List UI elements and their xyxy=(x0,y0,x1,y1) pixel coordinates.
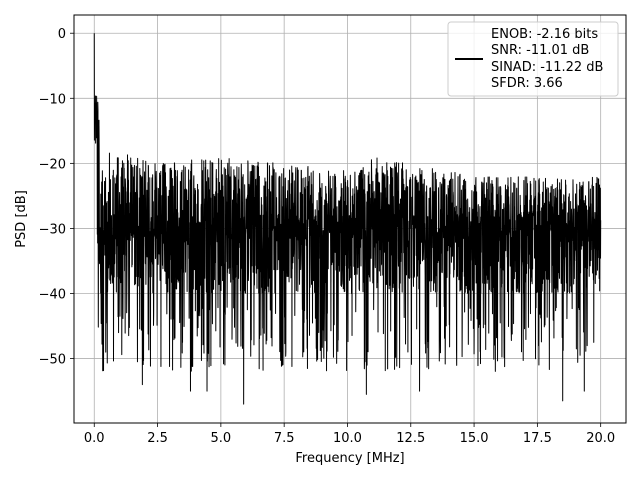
axes-frame xyxy=(73,14,627,424)
y-tick-label: −30 xyxy=(39,222,66,237)
y-axis-label: PSD [dB] xyxy=(14,190,29,248)
x-tick-label: 15.0 xyxy=(460,431,489,446)
x-tick-label: 5.0 xyxy=(211,431,232,446)
x-tick-label: 0.0 xyxy=(84,431,105,446)
x-tick-label: 7.5 xyxy=(274,431,295,446)
y-tick-label: 0 xyxy=(58,27,66,42)
axis-ticks: 0.0 2.5 5.0 7.5 10.0 12.5 15.0 17.5 20.0 0 −10 −20 −… xyxy=(39,27,616,446)
y-tick-label: −50 xyxy=(39,353,66,368)
legend-box xyxy=(447,21,619,97)
y-tick-label: −10 xyxy=(39,92,66,107)
psd-series-line xyxy=(93,33,602,405)
x-tick-label: 2.5 xyxy=(147,431,168,446)
legend-sinad: SINAD: -11.22 dB xyxy=(491,60,603,75)
plot-area xyxy=(93,33,602,405)
legend-enob: ENOB: -2.16 bits xyxy=(491,27,598,42)
legend-sfdr: SFDR: 3.66 xyxy=(491,76,563,91)
x-tick-label: 10.0 xyxy=(333,431,362,446)
x-tick-label: 17.5 xyxy=(523,431,552,446)
x-axis-label: Frequency [MHz] xyxy=(295,451,404,466)
x-tick-label: 20.0 xyxy=(586,431,615,446)
x-tick-label: 12.5 xyxy=(396,431,425,446)
y-tick-label: −20 xyxy=(39,157,66,172)
legend: ENOB: -2.16 bits SNR: -11.01 dB SINAD: -… xyxy=(447,21,619,97)
legend-snr: SNR: -11.01 dB xyxy=(491,43,589,58)
y-tick-label: −40 xyxy=(39,288,66,303)
